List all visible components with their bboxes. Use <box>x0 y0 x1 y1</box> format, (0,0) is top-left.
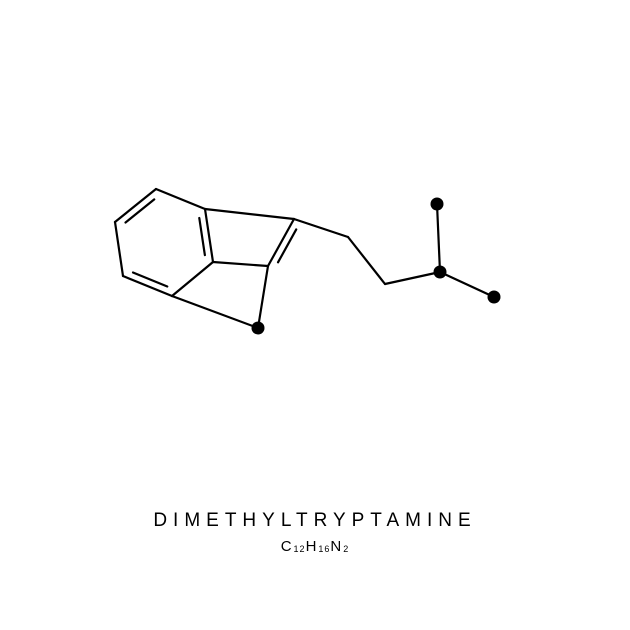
atom-dot <box>488 291 501 304</box>
atom-dot <box>431 198 444 211</box>
atom-dot <box>252 322 265 335</box>
molecule-card: DIMETHYLTRYPTAMINE C12H16N2 <box>0 0 630 630</box>
molecule-name: DIMETHYLTRYPTAMINE <box>0 510 630 532</box>
molecule-labels: DIMETHYLTRYPTAMINE C12H16N2 <box>0 510 630 555</box>
atom-dot <box>434 266 447 279</box>
molecule-formula: C12H16N2 <box>0 538 630 555</box>
